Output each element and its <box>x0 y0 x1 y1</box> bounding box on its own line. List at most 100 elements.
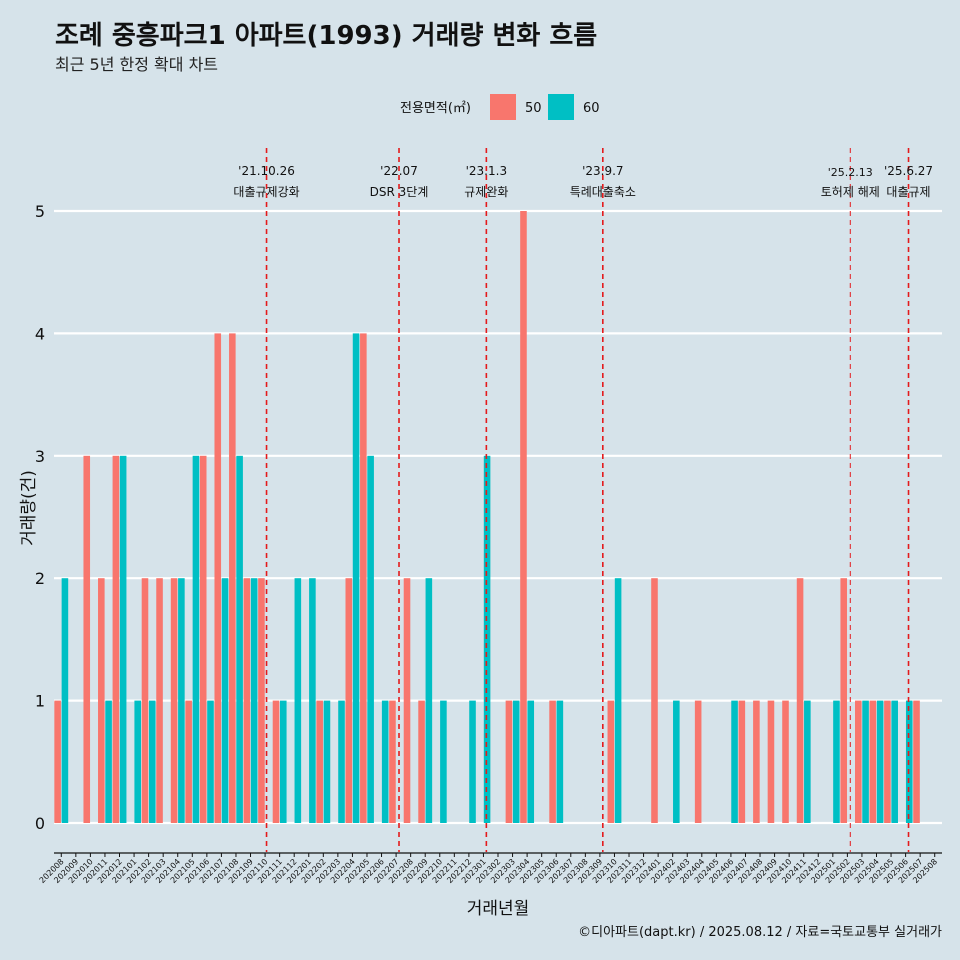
event-date: '23.9.7 <box>582 164 623 178</box>
event-date: '22.07 <box>380 164 418 178</box>
bar-50-202404 <box>694 700 702 823</box>
event-label: DSR 3단계 <box>370 185 429 199</box>
bar-60-202104 <box>178 578 185 823</box>
bar-50-202411 <box>796 578 804 823</box>
event-date: '23.1.3 <box>466 164 507 178</box>
event-date: '25.6.27 <box>884 164 933 178</box>
bar-60-202107 <box>221 578 229 823</box>
legend-title: 전용면적(㎡) <box>400 101 471 116</box>
bar-60-202411 <box>804 700 811 823</box>
event-label: 대출규제강화 <box>233 185 299 199</box>
y-tick-label: 4 <box>35 324 45 343</box>
bar-60-202202 <box>323 700 331 823</box>
bar-50-202505 <box>884 700 891 823</box>
event-markers: '21.10.26 대출규제강화 '22.07 DSR 3단계 '23.1.3 규제완화 '… <box>233 148 933 852</box>
bar-60-202105 <box>192 455 200 823</box>
bar-50-202304 <box>520 211 527 823</box>
bar-50-202303 <box>505 700 513 823</box>
bar-60-202102 <box>148 700 156 823</box>
bar-50-202209 <box>418 700 425 823</box>
bar-50-202504 <box>869 700 877 823</box>
event-label: 토허제 해제 <box>821 185 880 199</box>
bar-60-202212 <box>469 700 476 823</box>
legend-swatch-60 <box>548 94 574 120</box>
x-axis: 2020082020092020102020112020122021012021… <box>38 852 942 885</box>
bar-50-202104 <box>170 578 178 823</box>
bar-50-202111 <box>272 700 280 823</box>
legend-label-50: 50 <box>525 101 542 116</box>
bar-50-202207 <box>389 700 396 823</box>
bar-60-202406 <box>731 700 738 823</box>
bar-50-202401 <box>651 578 658 823</box>
bar-60-202206 <box>381 700 389 823</box>
bar-60-202012 <box>119 455 127 823</box>
event-date: '25.2.13 <box>828 166 873 179</box>
bar-60-202112 <box>294 578 302 823</box>
bar-60-202109 <box>250 578 258 823</box>
bars <box>54 211 920 823</box>
event-date: '21.10.26 <box>238 164 295 178</box>
bar-50-202502 <box>840 578 848 823</box>
bar-60-202310 <box>614 578 622 823</box>
bar-60-202205 <box>367 455 374 823</box>
bar-60-202301 <box>483 455 491 823</box>
bar-50-202010 <box>83 455 91 823</box>
y-tick-label: 1 <box>35 692 45 711</box>
bar-60-202402 <box>673 700 680 823</box>
bar-60-202204 <box>352 333 360 823</box>
x-axis-title: 거래년월 <box>467 899 530 919</box>
event-label: 특례대출축소 <box>570 185 636 199</box>
legend-swatch-50 <box>490 94 516 120</box>
bar-50-202503 <box>855 700 862 823</box>
bar-60-202108 <box>236 455 243 823</box>
bar-50-202507 <box>913 700 920 823</box>
bar-60-202209 <box>425 578 433 823</box>
bar-50-202012 <box>112 455 120 823</box>
bar-50-202105 <box>185 700 192 823</box>
bar-50-202107 <box>214 333 222 823</box>
bar-50-202106 <box>199 455 207 823</box>
bar-60-202210 <box>440 700 447 823</box>
y-axis-title: 거래량(건) <box>19 470 39 546</box>
bar-60-202106 <box>207 700 214 823</box>
bar-50-202103 <box>156 578 163 823</box>
y-tick-label: 5 <box>35 202 45 221</box>
chart-title: 조례 중흥파크1 아파트(1993) 거래량 변화 흐름 <box>55 21 597 51</box>
bar-60-202304 <box>527 700 535 823</box>
legend-label-60: 60 <box>583 101 600 116</box>
bar-60-202201 <box>309 578 316 823</box>
legend: 전용면적(㎡) 50 60 <box>400 94 600 120</box>
chart-subtitle: 최근 5년 한정 확대 차트 <box>55 55 218 74</box>
bar-50-202109 <box>243 578 251 823</box>
bar-50-202110 <box>258 578 265 823</box>
bar-60-202008 <box>61 578 69 823</box>
bar-50-202310 <box>607 700 615 823</box>
y-tick-label: 0 <box>35 814 45 833</box>
bar-50-202205 <box>360 333 367 823</box>
bar-60-202505 <box>891 700 898 823</box>
bar-50-202408 <box>753 700 760 823</box>
y-tick-label: 3 <box>35 447 45 466</box>
bar-60-202111 <box>279 700 287 823</box>
event-label: 규제완화 <box>464 185 508 199</box>
bar-60-202011 <box>105 700 112 823</box>
bar-60-202306 <box>556 700 564 823</box>
bar-60-202504 <box>876 700 884 823</box>
bar-50-202202 <box>316 700 323 823</box>
bar-60-202503 <box>862 700 869 823</box>
bar-50-202011 <box>98 578 105 823</box>
bar-50-202410 <box>782 700 789 823</box>
y-tick-label: 2 <box>35 569 45 588</box>
caption: ©디아파트(dapt.kr) / 2025.08.12 / 자료=국토교통부 실… <box>578 925 942 940</box>
event-label: 대출규제 <box>886 185 930 199</box>
bar-60-202303 <box>512 700 520 823</box>
bar-60-202501 <box>833 700 840 823</box>
y-axis-ticks: 0 1 2 3 4 5 <box>35 202 45 833</box>
bar-50-202407 <box>738 700 746 823</box>
bar-50-202409 <box>767 700 775 823</box>
bar-50-202306 <box>549 700 556 823</box>
bar-60-202203 <box>338 700 345 823</box>
bar-60-202101 <box>134 700 141 823</box>
bar-50-202208 <box>403 578 411 823</box>
